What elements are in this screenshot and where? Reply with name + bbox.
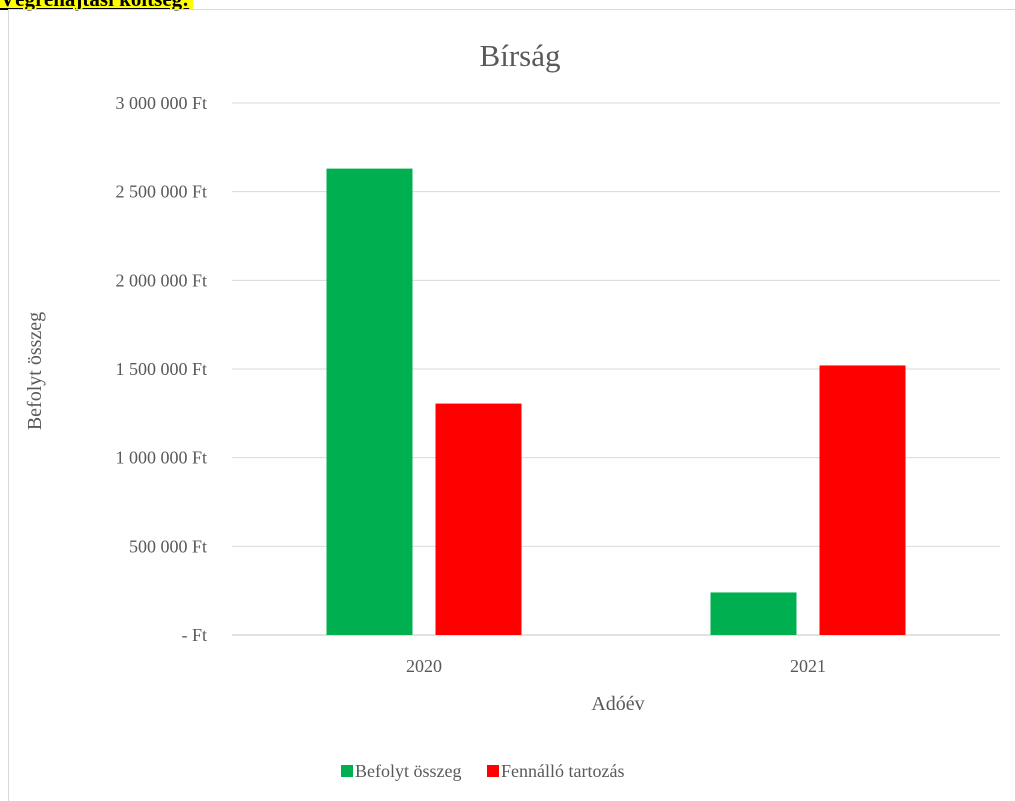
legend: Befolyt összeg Fennálló tartozás — [341, 761, 624, 781]
bars — [326, 168, 906, 635]
legend-label: Fennálló tartozás — [501, 761, 624, 781]
legend-label: Befolyt összeg — [355, 761, 461, 781]
bar-befolyt-összeg-2020 — [326, 168, 413, 635]
bar-fennálló-tartozás-2020 — [435, 403, 522, 635]
section-heading: Végrehajtási költség: — [0, 0, 194, 10]
x-tick-labels: 2020 2021 — [406, 656, 826, 676]
chart-frame — [8, 9, 1015, 801]
y-tick-label: 2 500 000 Ft — [115, 182, 207, 202]
x-axis-title: Adóév — [591, 693, 644, 715]
bar-befolyt-összeg-2021 — [710, 592, 797, 635]
chart-title: Bírság — [480, 38, 561, 73]
y-tick-label: 500 000 Ft — [129, 536, 207, 556]
y-tick-label: 1 000 000 Ft — [115, 448, 207, 468]
bar-fennálló-tartozás-2021 — [819, 365, 906, 635]
y-tick-labels: - Ft 500 000 Ft 1 000 000 Ft 1 500 000 Ft 2 … — [115, 93, 207, 645]
y-tick-label: - Ft — [181, 625, 207, 645]
y-tick-label: 1 500 000 Ft — [115, 359, 207, 379]
y-tick-label: 2 000 000 Ft — [115, 270, 207, 290]
x-tick-label: 2021 — [790, 656, 826, 676]
y-tick-label: 3 000 000 Ft — [115, 93, 207, 113]
legend-swatch — [341, 765, 353, 777]
x-tick-label: 2020 — [406, 656, 442, 676]
legend-swatch — [487, 765, 499, 777]
y-axis-title: Befolyt összeg — [24, 312, 46, 430]
